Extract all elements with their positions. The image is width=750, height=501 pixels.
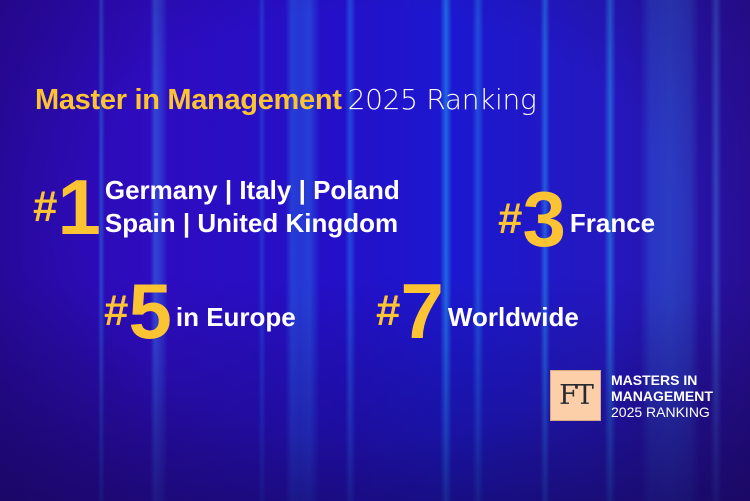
rank-number: 3 [522, 175, 565, 263]
title-highlight: Master in Management [35, 84, 342, 116]
rank-1-line-1: Germany | Italy | Poland [104, 175, 400, 205]
rank-hash: # [104, 286, 129, 335]
rank-3-block: # 3 France [498, 180, 655, 258]
rank-number: 1 [57, 163, 100, 251]
rank-1-block: # 1 Germany | Italy | Poland Spain | Uni… [33, 168, 400, 246]
rank-5-block: # 5 in Europe [104, 272, 296, 350]
rank-number: 7 [400, 267, 443, 355]
rank-1-line-2: Spain | United Kingdom [104, 208, 399, 238]
ft-badge-text: MASTERS IN MANAGEMENT 2025 RANKING [611, 372, 713, 420]
rank-1-countries: Germany | Italy | Poland Spain | United … [105, 174, 400, 240]
rank-5-label: in Europe [175, 302, 296, 333]
rank-7-label: Worldwide [447, 302, 579, 333]
ft-ranking-badge: FT MASTERS IN MANAGEMENT 2025 RANKING [550, 370, 713, 421]
rank-hash: # [376, 286, 401, 335]
rank-hash: # [33, 182, 58, 231]
page-title: Master in Management 2025 Ranking [35, 82, 537, 117]
ft-logo: FT [550, 370, 601, 421]
rank-7-block: # 7 Worldwide [376, 272, 579, 350]
rank-number: 5 [128, 267, 171, 355]
rank-3-label: France [569, 208, 656, 239]
ft-badge-line-3: 2025 RANKING [611, 403, 710, 420]
ft-badge-line-1: MASTERS IN [611, 371, 698, 388]
title-rest: 2025 Ranking [347, 83, 537, 116]
rank-hash: # [498, 194, 523, 243]
ft-badge-line-2: MANAGEMENT [611, 387, 713, 404]
